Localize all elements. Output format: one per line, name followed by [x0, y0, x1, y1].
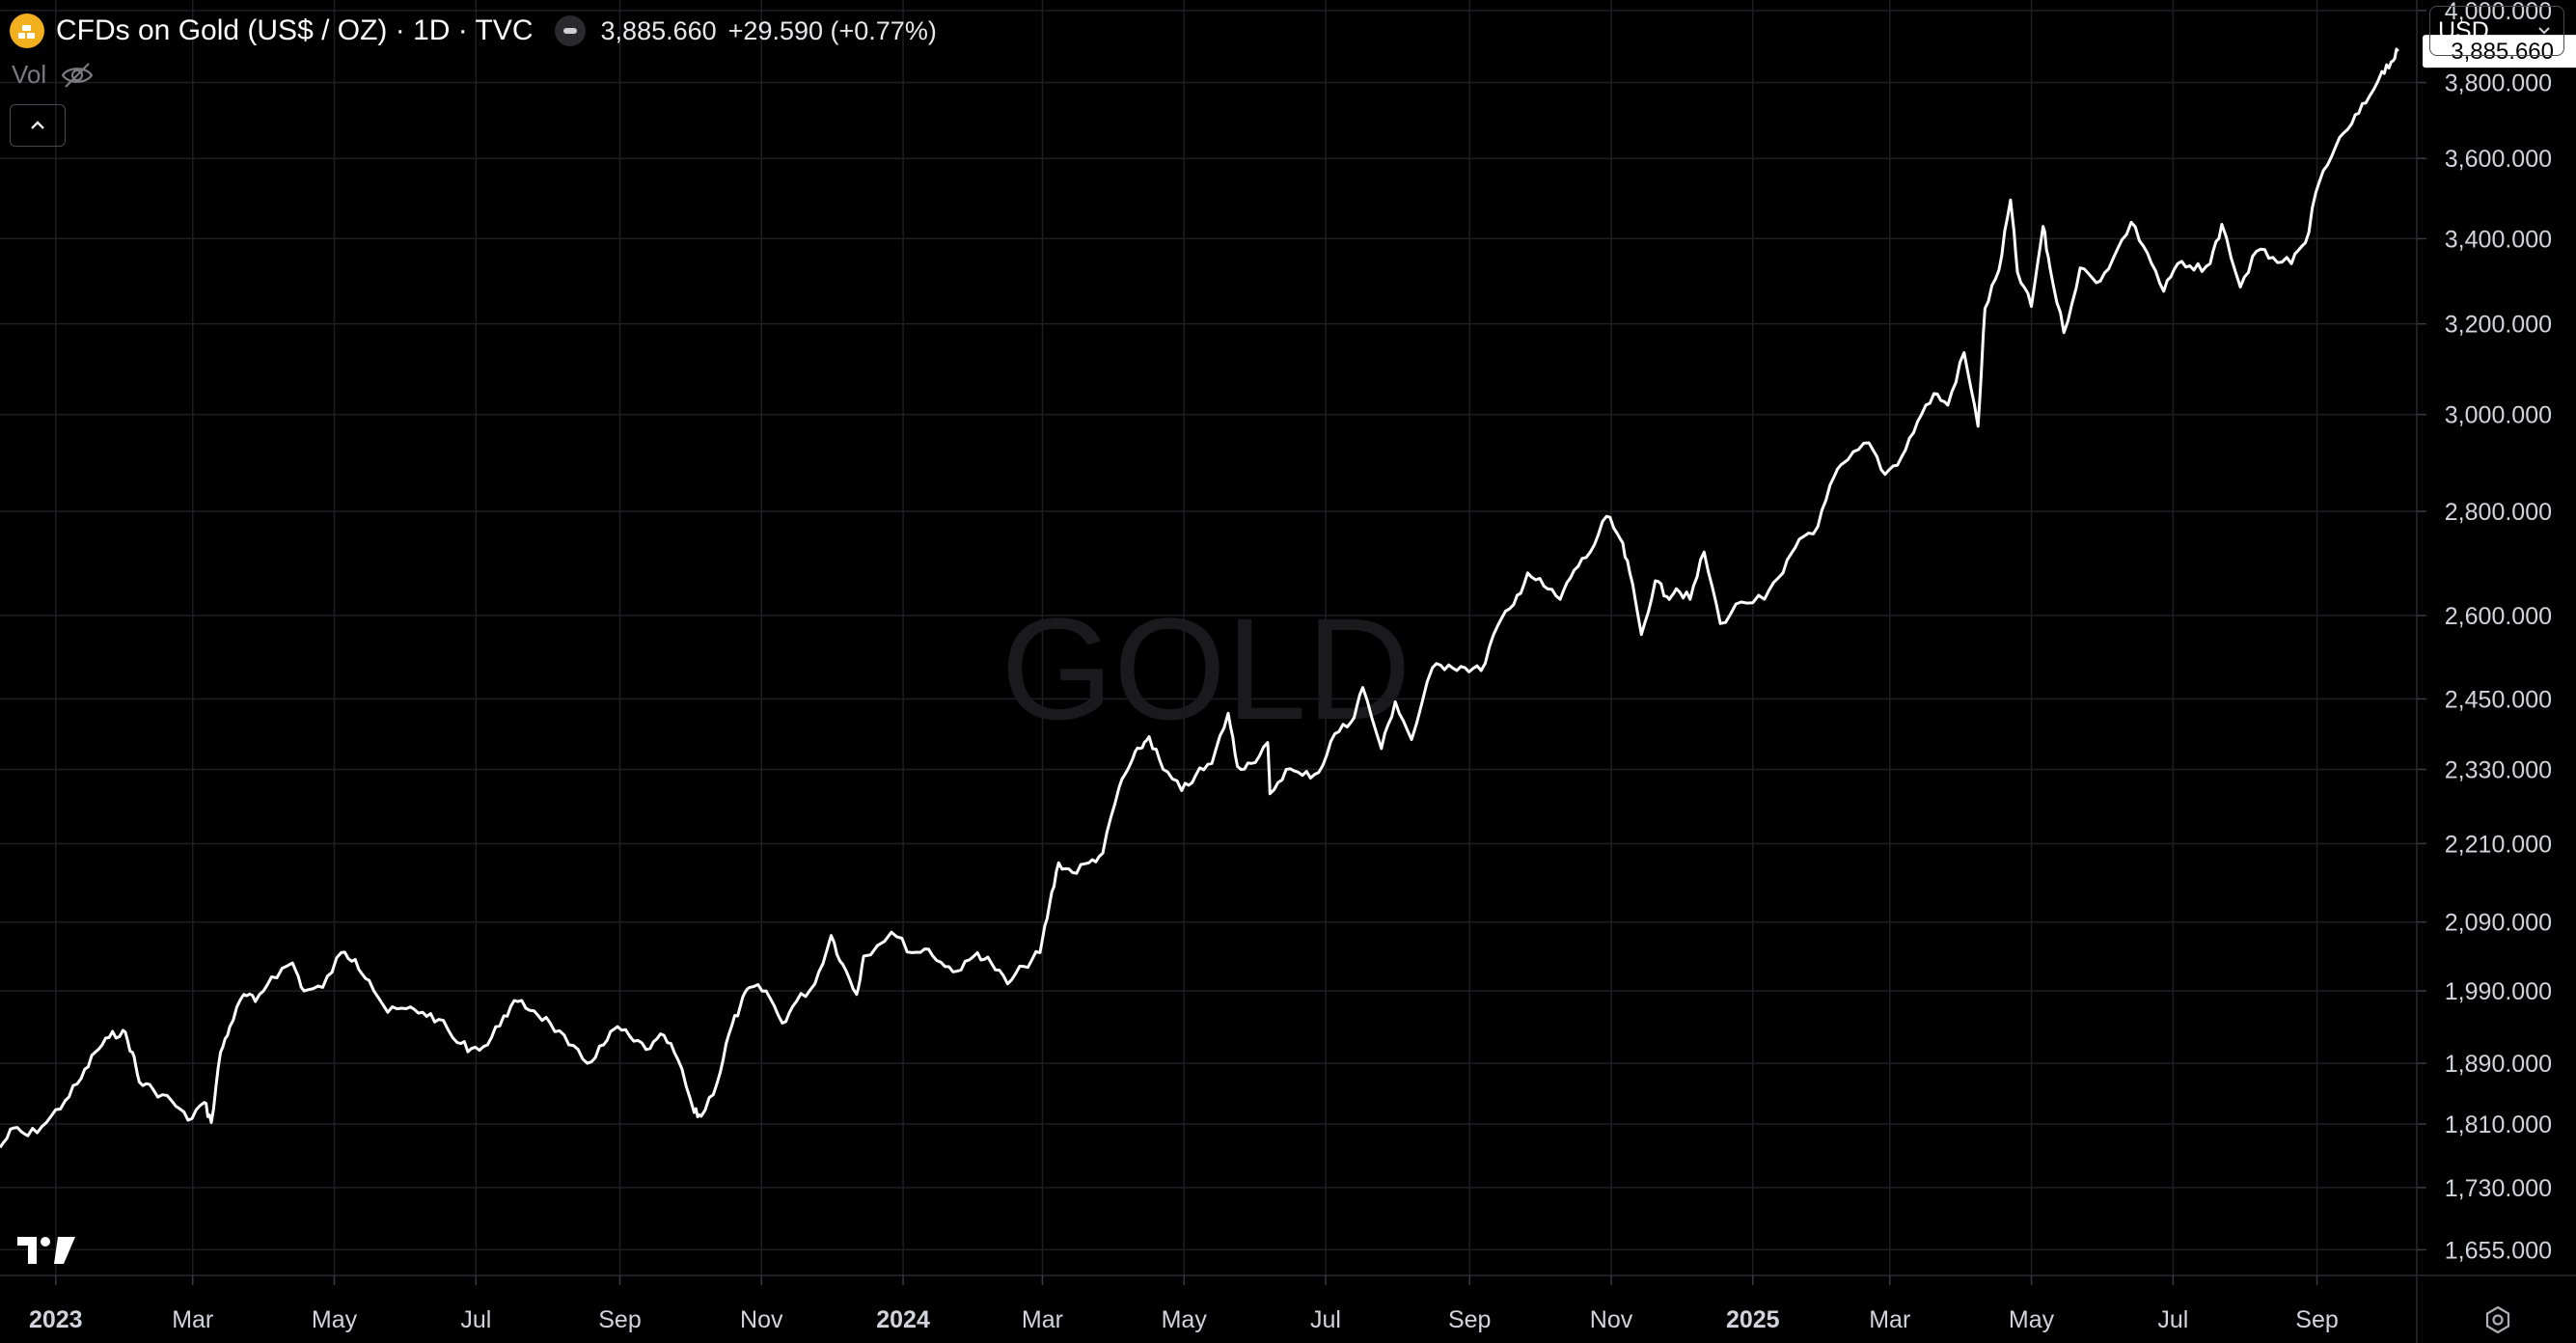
last-price-label: 3,885.660 [2423, 35, 2576, 69]
collapse-legend-button[interactable] [10, 104, 66, 147]
y-tick-label: 1,890.000 [2445, 1051, 2552, 1078]
x-tick-label: Mar [1022, 1306, 1063, 1333]
chevron-down-icon [2538, 27, 2550, 35]
chart-header: CFDs on Gold (US$ / OZ) · 1D · TVC 3,885… [10, 12, 937, 50]
tradingview-logo[interactable] [15, 1233, 77, 1266]
x-tick-label: 2024 [876, 1306, 930, 1333]
y-tick-label: 2,330.000 [2445, 756, 2552, 783]
x-tick-label: Jul [1310, 1306, 1341, 1333]
y-tick-label: 3,400.000 [2445, 226, 2552, 253]
y-tick-label: 3,600.000 [2445, 146, 2552, 173]
x-tick-label: 2023 [29, 1306, 83, 1333]
y-tick-label: 2,450.000 [2445, 686, 2552, 713]
x-tick-label: Nov [740, 1306, 783, 1333]
volume-label[interactable]: Vol [12, 60, 47, 89]
x-tick-label: May [312, 1306, 358, 1333]
last-price-label-bg [2423, 35, 2576, 69]
x-tick-label: Mar [172, 1306, 213, 1333]
x-tick-label: Sep [2295, 1306, 2338, 1333]
y-tick-label: 3,800.000 [2445, 70, 2552, 97]
header-price-change: +29.590 (+0.77%) [727, 15, 937, 45]
x-tick-label: Sep [1448, 1306, 1491, 1333]
volume-indicator-row: Vol [12, 60, 95, 90]
x-tick-label: May [1162, 1306, 1208, 1333]
x-tick-label: Sep [598, 1306, 641, 1333]
market-status-icon[interactable] [554, 15, 586, 46]
symbol-title[interactable]: CFDs on Gold (US$ / OZ) · 1D · TVC [56, 14, 534, 46]
x-tick-label: Mar [1869, 1306, 1910, 1333]
currency-label: USD [2438, 16, 2489, 44]
x-tick-label: Jul [2157, 1306, 2188, 1333]
y-tick-label: 2,210.000 [2445, 831, 2552, 858]
settings-icon[interactable] [2482, 1304, 2513, 1335]
x-tick-label: Nov [1590, 1306, 1633, 1333]
y-tick-label: 3,000.000 [2445, 402, 2552, 429]
price-line [0, 47, 2399, 1149]
eye-off-icon[interactable] [60, 61, 95, 90]
last-price-label-text: 3,885.660 [2451, 39, 2554, 65]
price-axis[interactable]: 1,655.000 1,730.000 1,810.000 1,890.000 1,99… [2417, 0, 2552, 1264]
x-tick-label: Jul [460, 1306, 491, 1333]
gold-bars-icon [10, 14, 44, 48]
y-tick-label: 1,810.000 [2445, 1111, 2552, 1138]
y-tick-label: 1,730.000 [2445, 1175, 2552, 1202]
y-tick-label: 2,800.000 [2445, 499, 2552, 526]
price-series [0, 47, 2399, 1149]
y-tick-label: 1,655.000 [2445, 1237, 2552, 1264]
y-tick-label: 4,000.000 [2445, 0, 2552, 25]
x-tick-label: 2025 [1726, 1306, 1780, 1333]
x-tick-label: May [2009, 1306, 2055, 1333]
y-tick-label: 3,200.000 [2445, 312, 2552, 339]
time-axis[interactable]: 2023 Mar May Jul Sep Nov 2024 Mar May Jul Sep Nov 20… [29, 1275, 2339, 1333]
chevron-up-icon [31, 121, 44, 129]
header-last-price: 3,885.660 [600, 15, 717, 45]
y-tick-label: 1,990.000 [2445, 978, 2552, 1005]
y-tick-label: 2,090.000 [2445, 910, 2552, 937]
symbol-watermark: GOLD [1000, 588, 1411, 750]
y-tick-label: 2,600.000 [2445, 603, 2552, 630]
currency-select[interactable]: USD [2429, 6, 2564, 56]
